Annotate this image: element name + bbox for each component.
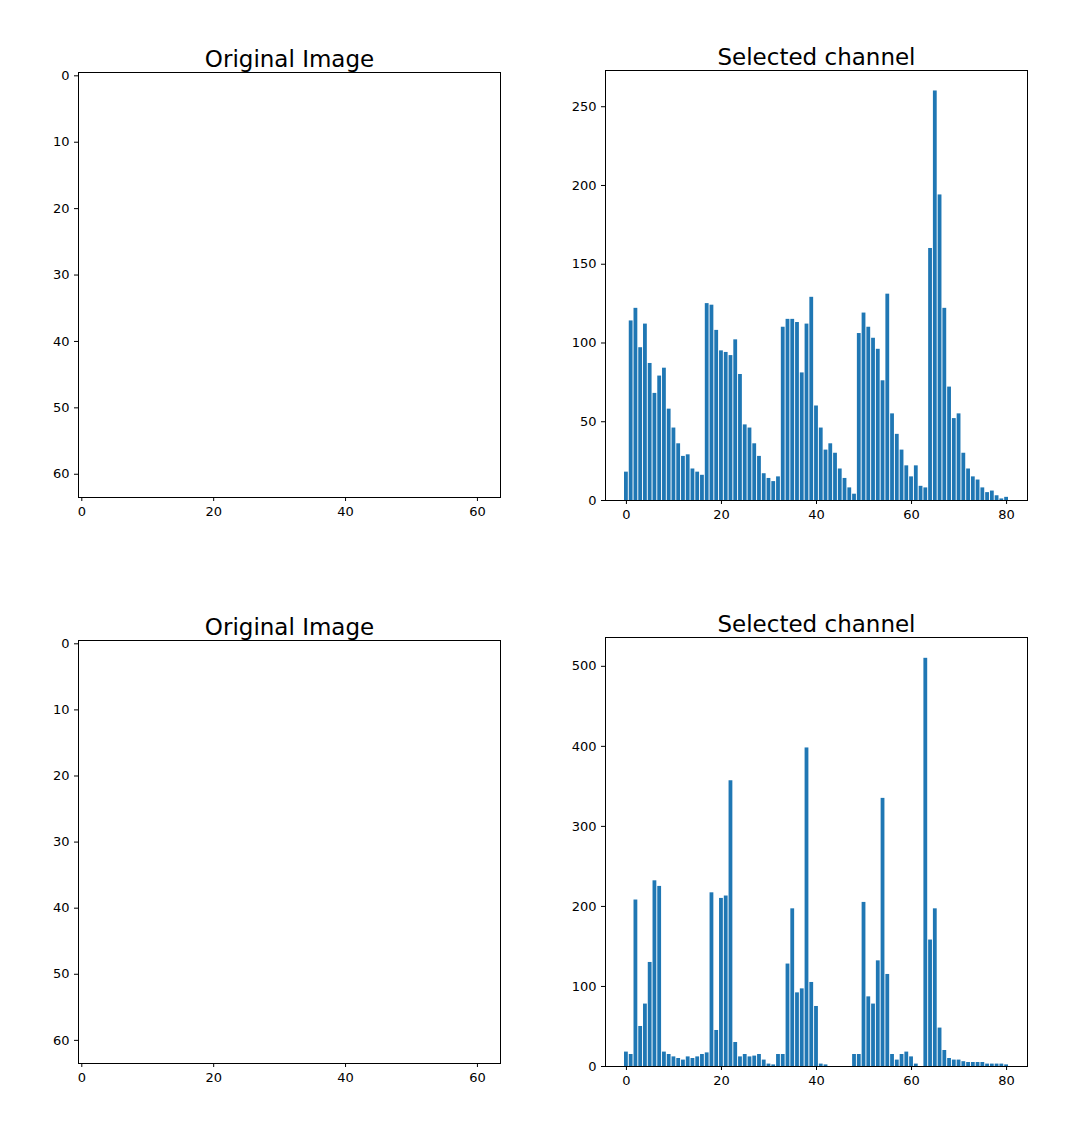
svg-text:50: 50 [53, 966, 70, 981]
svg-text:20: 20 [713, 1073, 730, 1088]
svg-text:100: 100 [572, 335, 597, 350]
svg-text:100: 100 [572, 979, 597, 994]
svg-text:200: 200 [572, 178, 597, 193]
svg-text:20: 20 [205, 504, 222, 519]
svg-text:250: 250 [572, 99, 597, 114]
svg-text:500: 500 [572, 658, 597, 673]
svg-text:0: 0 [78, 1070, 86, 1085]
svg-text:50: 50 [580, 414, 597, 429]
svg-text:10: 10 [53, 702, 70, 717]
svg-text:60: 60 [469, 1070, 486, 1085]
svg-text:60: 60 [903, 1073, 920, 1088]
svg-text:0: 0 [61, 68, 69, 83]
svg-text:80: 80 [998, 1073, 1015, 1088]
svg-text:20: 20 [713, 507, 730, 522]
svg-text:40: 40 [53, 334, 70, 349]
svg-text:60: 60 [469, 504, 486, 519]
svg-text:Selected channel: Selected channel [717, 44, 915, 70]
svg-text:20: 20 [53, 768, 70, 783]
svg-text:40: 40 [337, 1070, 354, 1085]
svg-text:30: 30 [53, 834, 70, 849]
svg-text:80: 80 [998, 507, 1015, 522]
svg-text:0: 0 [78, 504, 86, 519]
svg-text:60: 60 [903, 507, 920, 522]
svg-text:0: 0 [622, 507, 630, 522]
svg-text:20: 20 [53, 201, 70, 216]
svg-text:20: 20 [205, 1070, 222, 1085]
svg-text:10: 10 [53, 134, 70, 149]
svg-text:Original Image: Original Image [205, 614, 374, 640]
svg-text:40: 40 [808, 507, 825, 522]
svg-text:50: 50 [53, 400, 70, 415]
svg-text:400: 400 [572, 739, 597, 754]
svg-text:200: 200 [572, 899, 597, 914]
svg-text:60: 60 [53, 466, 70, 481]
svg-text:0: 0 [61, 636, 69, 651]
svg-text:150: 150 [572, 256, 597, 271]
svg-text:40: 40 [53, 900, 70, 915]
svg-text:0: 0 [588, 1059, 596, 1074]
svg-text:0: 0 [622, 1073, 630, 1088]
svg-text:Selected channel: Selected channel [717, 611, 915, 637]
svg-text:30: 30 [53, 267, 70, 282]
svg-text:Original Image: Original Image [205, 46, 374, 72]
svg-text:0: 0 [588, 493, 596, 508]
svg-text:60: 60 [53, 1033, 70, 1048]
svg-text:300: 300 [572, 819, 597, 834]
svg-text:40: 40 [808, 1073, 825, 1088]
svg-text:40: 40 [337, 504, 354, 519]
